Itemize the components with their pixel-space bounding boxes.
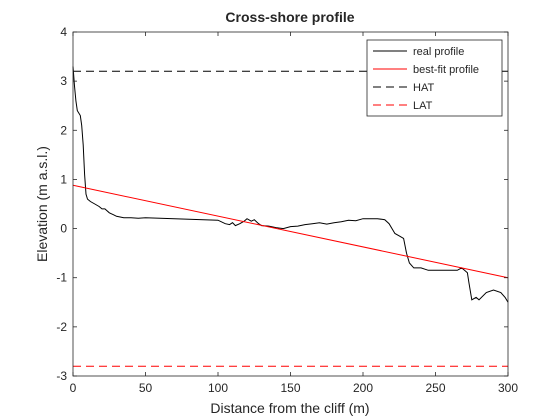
x-tick-label: 150 bbox=[280, 381, 300, 395]
series-layer bbox=[72, 66, 509, 367]
chart-title: Cross-shore profile bbox=[225, 9, 354, 25]
x-tick-label: 0 bbox=[70, 381, 77, 395]
y-tick-label: 3 bbox=[60, 74, 67, 88]
y-tick-label: -2 bbox=[56, 320, 67, 334]
y-tick-label: 2 bbox=[60, 123, 67, 137]
legend-label: best-fit profile bbox=[413, 64, 479, 76]
series-line-best-fit-profile bbox=[72, 184, 509, 279]
y-tick-label: -1 bbox=[56, 271, 67, 285]
legend-box bbox=[366, 39, 503, 117]
y-tick-label: 0 bbox=[60, 222, 67, 236]
x-tick-label: 50 bbox=[139, 381, 153, 395]
y-tick-label: 4 bbox=[60, 25, 67, 39]
legend-label: real profile bbox=[413, 46, 464, 58]
y-axis-label: Elevation (m a.s.l.) bbox=[34, 146, 50, 262]
x-tick-label: 100 bbox=[208, 381, 228, 395]
x-tick-label: 200 bbox=[353, 381, 373, 395]
legend-label: LAT bbox=[413, 100, 433, 112]
legend-label: HAT bbox=[413, 82, 434, 94]
legend: real profile best-fit profile HAT LAT bbox=[366, 39, 503, 117]
x-tick-label: 250 bbox=[425, 381, 445, 395]
x-axis-label: Distance from the cliff (m) bbox=[210, 400, 369, 416]
series-line-real-profile bbox=[72, 66, 509, 303]
y-tick-label: 1 bbox=[60, 172, 67, 186]
x-tick-label: 300 bbox=[498, 381, 518, 395]
axes-layer: 0 50 100 150 200 250 300 -3 -2 -1 0 1 2 3 4 bbox=[56, 25, 518, 395]
y-tick-label: -3 bbox=[56, 369, 67, 383]
